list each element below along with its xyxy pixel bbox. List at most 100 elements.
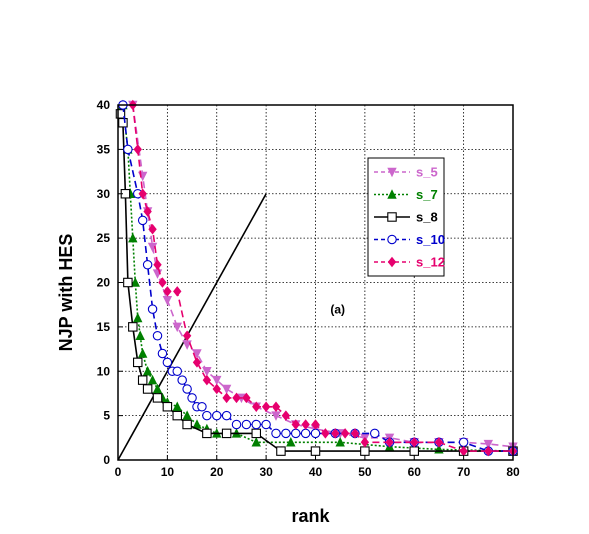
data-point bbox=[147, 242, 158, 253]
data-point bbox=[148, 224, 157, 235]
data-point bbox=[172, 401, 182, 411]
data-point bbox=[251, 428, 262, 439]
legend-label: s_10 bbox=[416, 232, 445, 247]
data-point bbox=[434, 437, 444, 448]
data-point bbox=[162, 401, 173, 412]
annotation-label: (a) bbox=[330, 303, 345, 317]
y-axis-title: NJP with HES bbox=[56, 234, 76, 352]
y-tick-label: 35 bbox=[97, 142, 111, 156]
series-line bbox=[132, 104, 513, 452]
data-point bbox=[173, 286, 182, 297]
x-tick-label: 60 bbox=[408, 465, 422, 479]
data-point bbox=[152, 330, 163, 341]
data-point bbox=[142, 366, 153, 376]
data-point bbox=[286, 437, 296, 447]
data-point bbox=[152, 393, 163, 403]
data-point bbox=[162, 296, 173, 306]
data-point bbox=[133, 144, 142, 155]
data-point bbox=[147, 304, 158, 314]
data-point bbox=[212, 375, 222, 386]
data-point bbox=[123, 277, 133, 288]
data-point bbox=[182, 330, 192, 341]
data-point bbox=[162, 357, 173, 368]
legend-label: s_5 bbox=[416, 165, 438, 180]
data-point bbox=[197, 401, 207, 412]
data-point bbox=[360, 437, 370, 448]
data-point bbox=[369, 428, 380, 439]
data-point bbox=[182, 419, 192, 430]
data-point bbox=[360, 446, 370, 456]
x-tick-label: 30 bbox=[259, 465, 273, 479]
data-point bbox=[172, 366, 183, 376]
x-tick-label: 40 bbox=[309, 465, 323, 479]
data-point bbox=[483, 439, 494, 450]
x-tick-label: 70 bbox=[457, 465, 471, 479]
data-point bbox=[152, 383, 163, 394]
x-axis-title: rank bbox=[291, 506, 330, 526]
data-point bbox=[142, 384, 153, 394]
data-point bbox=[137, 375, 148, 385]
data-point bbox=[300, 428, 311, 439]
reference-line bbox=[117, 193, 267, 461]
data-point bbox=[281, 410, 291, 421]
data-point bbox=[335, 437, 345, 447]
legend-swatch-marker bbox=[387, 167, 397, 178]
legend: s_5 s_7 s_8 s_10 s_12 bbox=[367, 157, 445, 277]
data-point bbox=[143, 206, 152, 217]
data-point bbox=[459, 445, 468, 457]
data-point bbox=[221, 384, 232, 395]
data-point bbox=[340, 428, 350, 439]
legend-label: s_7 bbox=[416, 187, 438, 202]
data-point bbox=[252, 401, 261, 412]
data-point bbox=[276, 446, 286, 456]
data-point bbox=[177, 375, 187, 385]
y-tick-label: 25 bbox=[97, 231, 111, 245]
data-point bbox=[261, 419, 271, 430]
x-axis-ticks: 0 10 20 30 40 50 60 70 80 bbox=[115, 455, 520, 479]
series-s-12 bbox=[128, 99, 518, 457]
data-point bbox=[182, 410, 192, 420]
x-tick-label: 50 bbox=[358, 465, 372, 479]
y-axis-ticks: 0 5 10 15 20 25 30 35 40 bbox=[97, 98, 123, 467]
data-point bbox=[458, 437, 469, 447]
data-point bbox=[242, 392, 251, 404]
data-point bbox=[128, 232, 138, 243]
grid bbox=[118, 105, 513, 460]
data-point bbox=[231, 419, 242, 430]
data-point bbox=[130, 277, 140, 287]
y-tick-label: 10 bbox=[97, 364, 111, 378]
data-point bbox=[310, 428, 321, 439]
series-s-8 bbox=[115, 109, 518, 456]
data-point bbox=[212, 383, 221, 395]
legend-swatch-marker bbox=[387, 234, 397, 245]
data-point bbox=[202, 410, 212, 421]
data-point bbox=[271, 411, 281, 421]
data-point bbox=[158, 277, 167, 288]
data-point bbox=[135, 330, 145, 340]
data-point bbox=[222, 392, 231, 404]
data-point bbox=[221, 410, 232, 421]
data-point bbox=[182, 384, 192, 394]
data-point bbox=[138, 188, 147, 199]
y-tick-label: 20 bbox=[97, 276, 111, 290]
data-point bbox=[310, 446, 321, 456]
data-point bbox=[192, 349, 202, 359]
data-point bbox=[118, 118, 128, 128]
x-tick-label: 80 bbox=[506, 465, 520, 479]
x-tick-label: 20 bbox=[210, 465, 224, 479]
data-point bbox=[172, 410, 183, 421]
data-point bbox=[291, 419, 300, 430]
data-point bbox=[484, 445, 493, 457]
data-point bbox=[157, 348, 168, 359]
data-point bbox=[137, 348, 148, 358]
y-tick-label: 30 bbox=[97, 187, 111, 201]
data-point bbox=[281, 428, 291, 439]
data-point bbox=[133, 357, 143, 368]
y-tick-label: 15 bbox=[97, 320, 111, 334]
x-tick-label: 10 bbox=[161, 465, 175, 479]
data-point bbox=[251, 419, 262, 430]
data-point bbox=[137, 215, 148, 226]
legend-swatch-marker bbox=[387, 189, 397, 199]
legend-label: s_8 bbox=[416, 210, 438, 225]
